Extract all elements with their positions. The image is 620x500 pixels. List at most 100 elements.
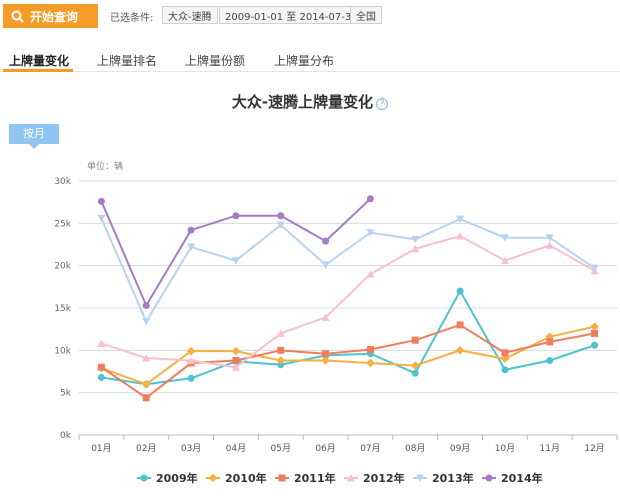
data-point[interactable] xyxy=(456,287,464,295)
data-point[interactable] xyxy=(142,353,151,362)
data-point[interactable] xyxy=(142,318,151,326)
series-line xyxy=(101,325,595,386)
data-point[interactable] xyxy=(231,346,241,356)
toolbar: 开始查询 已选条件: 大众-速腾 2009-01-01 至 2014-07-31… xyxy=(0,0,620,36)
data-point[interactable] xyxy=(366,229,375,237)
legend-marker-icon xyxy=(275,474,289,482)
data-point[interactable] xyxy=(276,329,285,337)
data-point[interactable] xyxy=(141,379,151,389)
data-point[interactable] xyxy=(455,346,465,355)
legend-item[interactable]: 2011年 xyxy=(275,470,336,486)
data-point[interactable] xyxy=(366,195,374,203)
filter-chip-region[interactable]: 全国 xyxy=(350,6,382,24)
x-tick-label: 11月 xyxy=(540,443,560,454)
data-point[interactable] xyxy=(546,356,554,364)
data-point[interactable] xyxy=(231,257,240,265)
legend-label: 2010年 xyxy=(225,472,267,485)
data-point[interactable] xyxy=(321,356,330,365)
data-point[interactable] xyxy=(187,374,195,382)
data-point[interactable] xyxy=(142,301,150,309)
data-point[interactable] xyxy=(232,356,240,364)
data-point[interactable] xyxy=(322,237,330,245)
data-point[interactable] xyxy=(322,350,330,358)
y-tick-label: 25k xyxy=(54,219,71,229)
data-point[interactable] xyxy=(411,336,419,344)
series-line xyxy=(100,323,595,399)
data-point[interactable] xyxy=(276,356,286,365)
data-point[interactable] xyxy=(277,212,285,220)
data-point[interactable] xyxy=(321,313,330,321)
unit-label: 单位：辆 xyxy=(87,162,124,172)
data-point[interactable] xyxy=(500,354,510,364)
data-point[interactable] xyxy=(545,332,555,342)
data-point[interactable] xyxy=(232,212,240,220)
help-icon[interactable]: ? xyxy=(376,98,389,110)
legend-item[interactable]: 2012年 xyxy=(344,470,405,486)
series-line xyxy=(100,217,596,324)
data-point[interactable] xyxy=(590,322,599,331)
data-point[interactable] xyxy=(97,197,105,205)
legend-item[interactable]: 2009年 xyxy=(137,470,198,486)
chart-axes: 0k 5k 10k 15k 20k 25k 30k 01月 02月 03月 04月 05月 06月 07月… xyxy=(54,177,618,454)
chart-legend: 2009年 2010年 2011年 2012年 2013年 2014年 xyxy=(0,470,620,488)
data-point[interactable] xyxy=(545,234,554,242)
data-point[interactable] xyxy=(187,226,195,234)
y-tick-label: 20k xyxy=(54,262,71,272)
data-point[interactable] xyxy=(187,356,196,364)
data-point[interactable] xyxy=(187,243,196,252)
data-point[interactable] xyxy=(500,256,509,265)
tab-registration-distribution[interactable]: 上牌量分布 xyxy=(274,54,335,68)
data-point[interactable] xyxy=(411,244,420,253)
y-tick-label: 30k xyxy=(54,177,71,187)
x-tick-label: 10月 xyxy=(495,443,515,454)
data-point[interactable] xyxy=(456,215,465,224)
data-point[interactable] xyxy=(276,221,285,230)
data-point[interactable] xyxy=(97,363,105,371)
filter-chip-date-range[interactable]: 2009-01-01 至 2014-07-31 xyxy=(219,6,364,24)
data-point[interactable] xyxy=(186,346,196,356)
series-5 xyxy=(97,195,374,309)
data-point[interactable] xyxy=(590,264,599,273)
data-point[interactable] xyxy=(545,241,554,249)
data-point[interactable] xyxy=(231,363,240,371)
legend-item[interactable]: 2013年 xyxy=(413,470,474,486)
series-line xyxy=(101,289,595,386)
data-point[interactable] xyxy=(366,270,375,278)
start-query-button[interactable]: 开始查询 xyxy=(3,4,98,28)
x-tick-label: 06月 xyxy=(315,443,335,454)
legend-label: 2009年 xyxy=(156,472,198,485)
filter-label: 已选条件: xyxy=(110,13,154,24)
x-tick-label: 09月 xyxy=(450,443,470,454)
data-point[interactable] xyxy=(456,232,465,240)
tab-registration-ranking[interactable]: 上牌量排名 xyxy=(97,54,158,68)
period-toggle-button[interactable]: 按月 xyxy=(9,124,59,149)
data-point[interactable] xyxy=(456,321,464,329)
legend-marker-icon xyxy=(137,474,151,482)
x-tick-label: 07月 xyxy=(360,443,380,454)
data-point[interactable] xyxy=(501,349,509,357)
data-point[interactable] xyxy=(591,329,599,337)
tab-registration-change[interactable]: 上牌量变化 xyxy=(9,54,70,68)
legend-item[interactable]: 2010年 xyxy=(206,470,267,486)
tab-registration-share[interactable]: 上牌量份额 xyxy=(185,54,246,68)
data-point[interactable] xyxy=(411,369,419,377)
data-point[interactable] xyxy=(97,214,106,223)
data-point[interactable] xyxy=(546,338,554,346)
data-point[interactable] xyxy=(501,366,509,374)
data-point[interactable] xyxy=(97,373,105,381)
data-point[interactable] xyxy=(142,394,150,402)
active-tab-indicator xyxy=(3,69,73,72)
data-point[interactable] xyxy=(277,346,285,354)
data-point[interactable] xyxy=(410,361,420,370)
series-2 xyxy=(97,321,599,402)
y-tick-label: 10k xyxy=(54,346,71,356)
data-point[interactable] xyxy=(97,339,106,348)
legend-item[interactable]: 2014年 xyxy=(482,470,543,486)
data-point[interactable] xyxy=(411,235,420,244)
data-point[interactable] xyxy=(366,345,374,353)
data-point[interactable] xyxy=(591,341,599,349)
data-point[interactable] xyxy=(500,234,509,242)
filter-chip-model[interactable]: 大众-速腾 xyxy=(162,6,218,24)
data-point[interactable] xyxy=(366,358,375,368)
data-point[interactable] xyxy=(321,261,330,269)
